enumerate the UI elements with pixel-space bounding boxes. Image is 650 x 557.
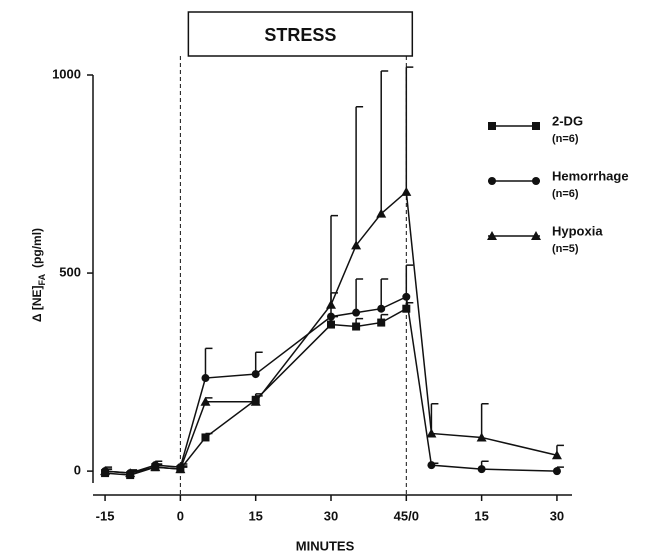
y-label-main: Δ [NE]: [30, 285, 44, 322]
x-tick-label: 45/0: [394, 508, 419, 523]
marker: [100, 466, 111, 476]
marker: [352, 322, 361, 331]
marker: [201, 433, 210, 442]
error-bar: [430, 403, 439, 434]
marker: [251, 370, 260, 379]
marker: [125, 468, 136, 478]
x-axis-label: MINUTES: [296, 538, 355, 553]
marker: [401, 186, 412, 196]
marker: [201, 374, 210, 383]
marker: [327, 320, 335, 329]
marker: [487, 231, 497, 240]
marker: [488, 122, 496, 130]
legend-label: 2-DG: [552, 113, 583, 128]
error-bar: [204, 347, 213, 379]
marker: [352, 308, 361, 317]
marker: [488, 177, 496, 185]
marker: [532, 122, 540, 130]
y-tick-label: 0: [74, 463, 81, 478]
marker: [551, 450, 562, 460]
marker: [531, 231, 541, 240]
error-bar: [480, 403, 489, 438]
x-tick-label: 15: [248, 508, 262, 523]
error-bar: [405, 66, 414, 192]
x-tick-label: 0: [177, 508, 184, 523]
y-tick-label: 1000: [52, 66, 81, 81]
marker: [327, 312, 335, 321]
y-label-sub: FA: [37, 273, 47, 285]
y-axis-label: Δ [NE]FA (pg/ml): [30, 228, 47, 322]
marker: [351, 240, 362, 250]
error-bar: [355, 278, 364, 313]
marker: [477, 465, 486, 474]
legend-label: Hemorrhage: [552, 168, 629, 183]
marker: [376, 208, 387, 218]
x-tick-label: 30: [550, 508, 564, 523]
marker: [326, 299, 336, 309]
x-tick-label: 30: [324, 508, 338, 523]
marker: [250, 396, 261, 406]
stress-box: [187, 11, 414, 57]
x-tick-label: -15: [96, 508, 115, 523]
marker: [377, 304, 386, 313]
legend-note: (n=6): [552, 188, 579, 200]
legend-note: (n=6): [552, 133, 579, 145]
error-bar: [405, 264, 414, 297]
legend-note: (n=5): [552, 243, 579, 255]
stress-label: STRESS: [264, 25, 336, 45]
x-tick-label: 15: [474, 508, 488, 523]
marker: [427, 461, 436, 470]
error-bar: [380, 70, 389, 214]
error-bar: [330, 214, 338, 305]
marker: [200, 396, 211, 406]
legend-label: Hypoxia: [552, 223, 603, 238]
marker: [426, 428, 437, 438]
y-tick-label: 500: [59, 264, 81, 279]
y-label-unit: (pg/ml): [30, 228, 44, 268]
marker: [377, 318, 386, 327]
marker: [402, 304, 411, 313]
marker: [175, 464, 186, 474]
marker: [402, 292, 411, 301]
marker: [552, 467, 561, 476]
marker: [476, 432, 487, 442]
error-bar: [380, 278, 389, 309]
error-bar: [355, 105, 364, 246]
marker: [532, 177, 540, 185]
marker: [150, 462, 161, 472]
series-line: [105, 308, 407, 476]
